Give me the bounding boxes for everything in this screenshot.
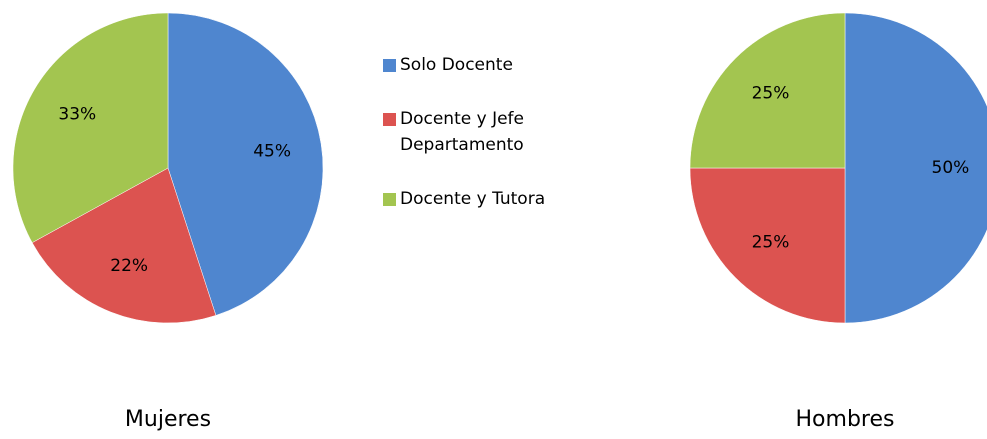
legend-swatch [383, 59, 396, 72]
pie-slice [689, 167, 846, 324]
data-label: 45% [253, 142, 291, 162]
pie-slice [31, 167, 217, 324]
legend-swatch [383, 193, 396, 206]
data-label: 50% [932, 158, 970, 178]
chart-title: Hombres [796, 407, 895, 432]
chart-title: Mujeres [125, 407, 211, 432]
data-label: 22% [110, 256, 148, 276]
data-label: 25% [752, 83, 790, 103]
legend-item: Docente y Tutora [383, 186, 603, 212]
pie-slice [167, 12, 324, 316]
legend-label: Docente y Jefe Departamento [400, 109, 524, 155]
pie-slice [12, 12, 169, 244]
data-label: 33% [58, 104, 96, 124]
pie-slice [689, 12, 846, 169]
legend-item: Docente y Jefe Departamento [383, 106, 603, 158]
legend: Solo Docente Docente y Jefe Departamento D… [383, 52, 603, 240]
legend-label: Solo Docente [400, 55, 513, 75]
legend-swatch [383, 113, 396, 126]
data-label: 25% [752, 233, 790, 253]
pie-slice [844, 12, 987, 324]
legend-label: Docente y Tutora [400, 189, 546, 209]
legend-item: Solo Docente [383, 52, 603, 78]
